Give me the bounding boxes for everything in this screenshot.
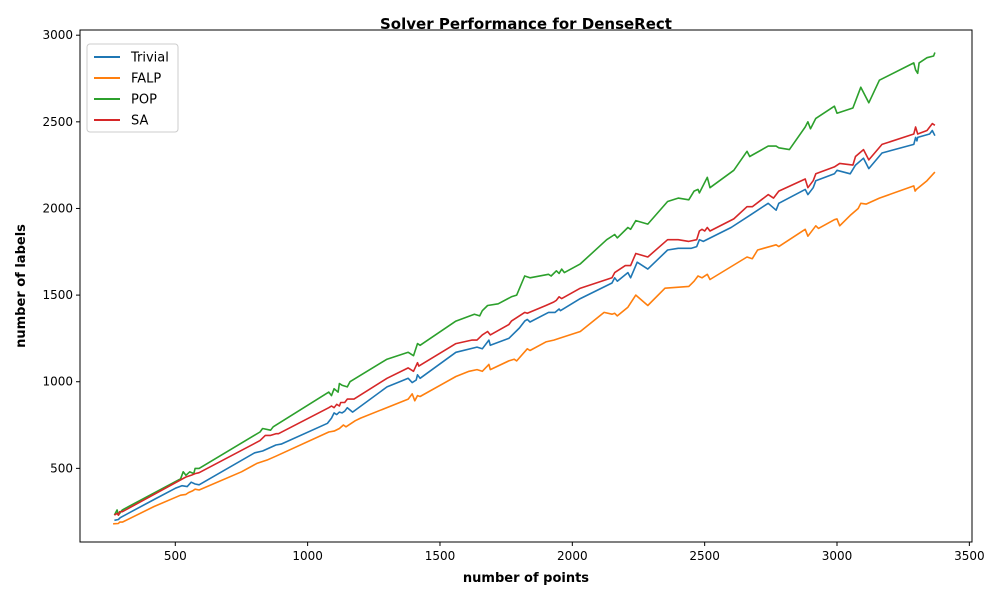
legend-label-trivial: Trivial bbox=[130, 51, 169, 66]
legend-label-pop: POP bbox=[131, 93, 157, 108]
x-tick-label: 1500 bbox=[425, 549, 456, 563]
chart-title: Solver Performance for DenseRect bbox=[380, 15, 672, 33]
y-axis-label: number of labels bbox=[14, 224, 29, 348]
y-tick-label: 2000 bbox=[42, 201, 73, 215]
plot-area-frame bbox=[79, 29, 973, 543]
y-tick-label: 2500 bbox=[42, 115, 73, 129]
x-tick-label: 3500 bbox=[954, 549, 985, 563]
x-axis-ticks: 500 1000 1500 2000 2500 3000 3500 bbox=[164, 542, 985, 563]
legend-box bbox=[86, 43, 179, 133]
legend-label-falp: FALP bbox=[131, 72, 161, 87]
y-axis-ticks: 500 1000 1500 2000 2500 3000 bbox=[42, 28, 80, 475]
y-tick-label: 3000 bbox=[42, 28, 73, 42]
x-tick-label: 3000 bbox=[822, 549, 853, 563]
x-tick-label: 500 bbox=[164, 549, 187, 563]
y-tick-label: 500 bbox=[50, 461, 73, 475]
x-tick-label: 2000 bbox=[557, 549, 588, 563]
series-lines bbox=[113, 52, 936, 525]
x-axis-label: number of points bbox=[463, 571, 589, 586]
series-line-falp bbox=[113, 171, 936, 525]
legend: Trivial FALP POP SA bbox=[86, 43, 179, 133]
x-tick-label: 2500 bbox=[689, 549, 720, 563]
y-tick-label: 1500 bbox=[42, 288, 73, 302]
y-tick-label: 1000 bbox=[42, 375, 73, 389]
legend-label-sa: SA bbox=[131, 114, 148, 129]
series-line-pop bbox=[113, 52, 936, 516]
series-line-sa bbox=[113, 122, 936, 516]
x-tick-label: 1000 bbox=[292, 549, 323, 563]
series-line-trivial bbox=[114, 129, 936, 522]
